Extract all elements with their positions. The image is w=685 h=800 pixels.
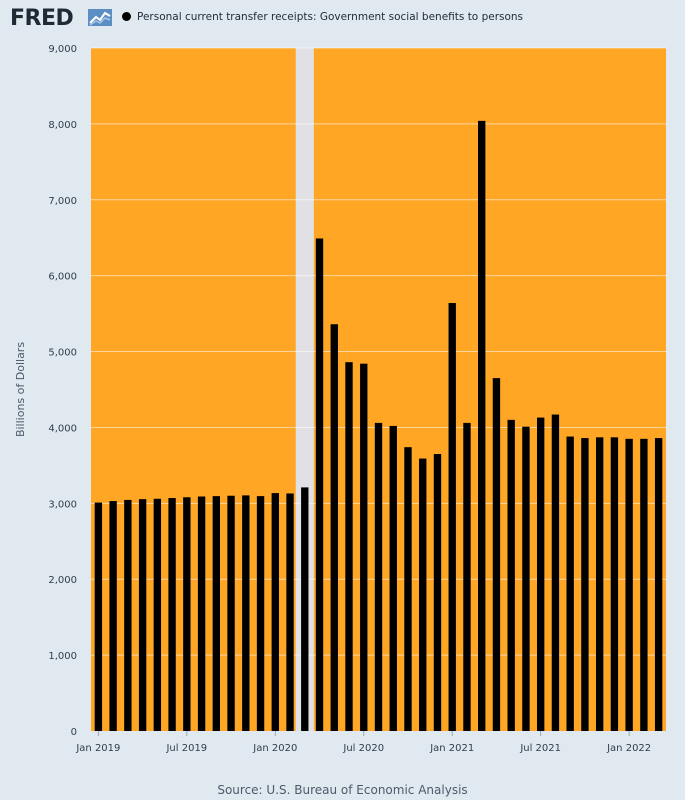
bar [654,438,663,731]
source-note: Source: U.S. Bureau of Economic Analysis [217,783,468,797]
bar [551,414,560,731]
bar [492,378,501,731]
bars-layer [94,120,663,731]
y-tick-label: 4,000 [48,423,77,434]
bar [360,363,368,731]
bar [595,437,604,731]
bar [478,120,486,731]
bar [315,238,324,731]
bar [183,497,191,731]
bar [374,422,383,731]
x-tick-label: Jul 2020 [342,743,384,754]
bar [522,426,530,731]
y-tick-label: 1,000 [48,651,77,662]
bar [419,458,427,731]
bar [138,499,147,731]
bar [94,502,103,731]
y-tick-label: 7,000 [48,196,77,207]
y-axis: 0 1,000 2,000 3,000 4,000 5,000 6,000 7,000 8,00… [48,44,77,738]
bar [168,498,176,731]
bar [109,501,117,731]
y-tick-label: 6,000 [48,272,77,283]
y-tick-label: 0 [71,727,77,738]
y-tick-label: 8,000 [48,120,77,131]
x-tick-label: Jan 2020 [252,743,297,754]
bar [197,496,206,731]
bar [286,493,294,731]
bar [153,498,162,731]
x-tick-label: Jul 2021 [519,743,561,754]
bar [345,362,353,731]
bar [507,419,515,731]
y-axis-title: Billions of Dollars [14,342,27,437]
recession-shading-layer [295,48,314,731]
x-tick-label: Jul 2019 [165,743,207,754]
bar [227,495,235,731]
bar [301,487,309,731]
y-tick-label: 5,000 [48,348,77,359]
y-tick-label: 2,000 [48,575,77,586]
bar [625,438,633,731]
x-axis: Jan 2019 Jul 2019 Jan 2020 Jul 2020 Jan 2021… [75,731,651,754]
x-tick-label: Jan 2022 [606,743,651,754]
bar [389,425,397,731]
fred-logo[interactable]: FRED [10,6,74,31]
bar [404,447,412,731]
bar [330,324,338,731]
bar [256,496,265,731]
chart-legend: Personal current transfer receipts: Gove… [122,11,523,23]
bar [271,493,279,731]
bar [581,438,589,731]
x-tick-label: Jan 2021 [429,743,474,754]
bar [463,422,471,731]
y-tick-label: 3,000 [48,499,77,510]
bar [640,438,648,731]
bar [433,454,442,731]
legend-marker [122,12,131,21]
bar [536,417,545,731]
bar [448,302,456,731]
fred-chart-line-icon [88,9,112,26]
y-tick-label: 9,000 [48,44,77,55]
bar [242,495,250,731]
recession-band [295,48,314,731]
x-tick-label: Jan 2019 [75,743,120,754]
bar [610,437,619,731]
bar [566,436,574,731]
legend-label: Personal current transfer receipts: Gove… [137,11,524,23]
bar [124,499,132,731]
bar [212,496,221,731]
chart-header: FRED Personal current transfer receipts:… [0,0,685,36]
